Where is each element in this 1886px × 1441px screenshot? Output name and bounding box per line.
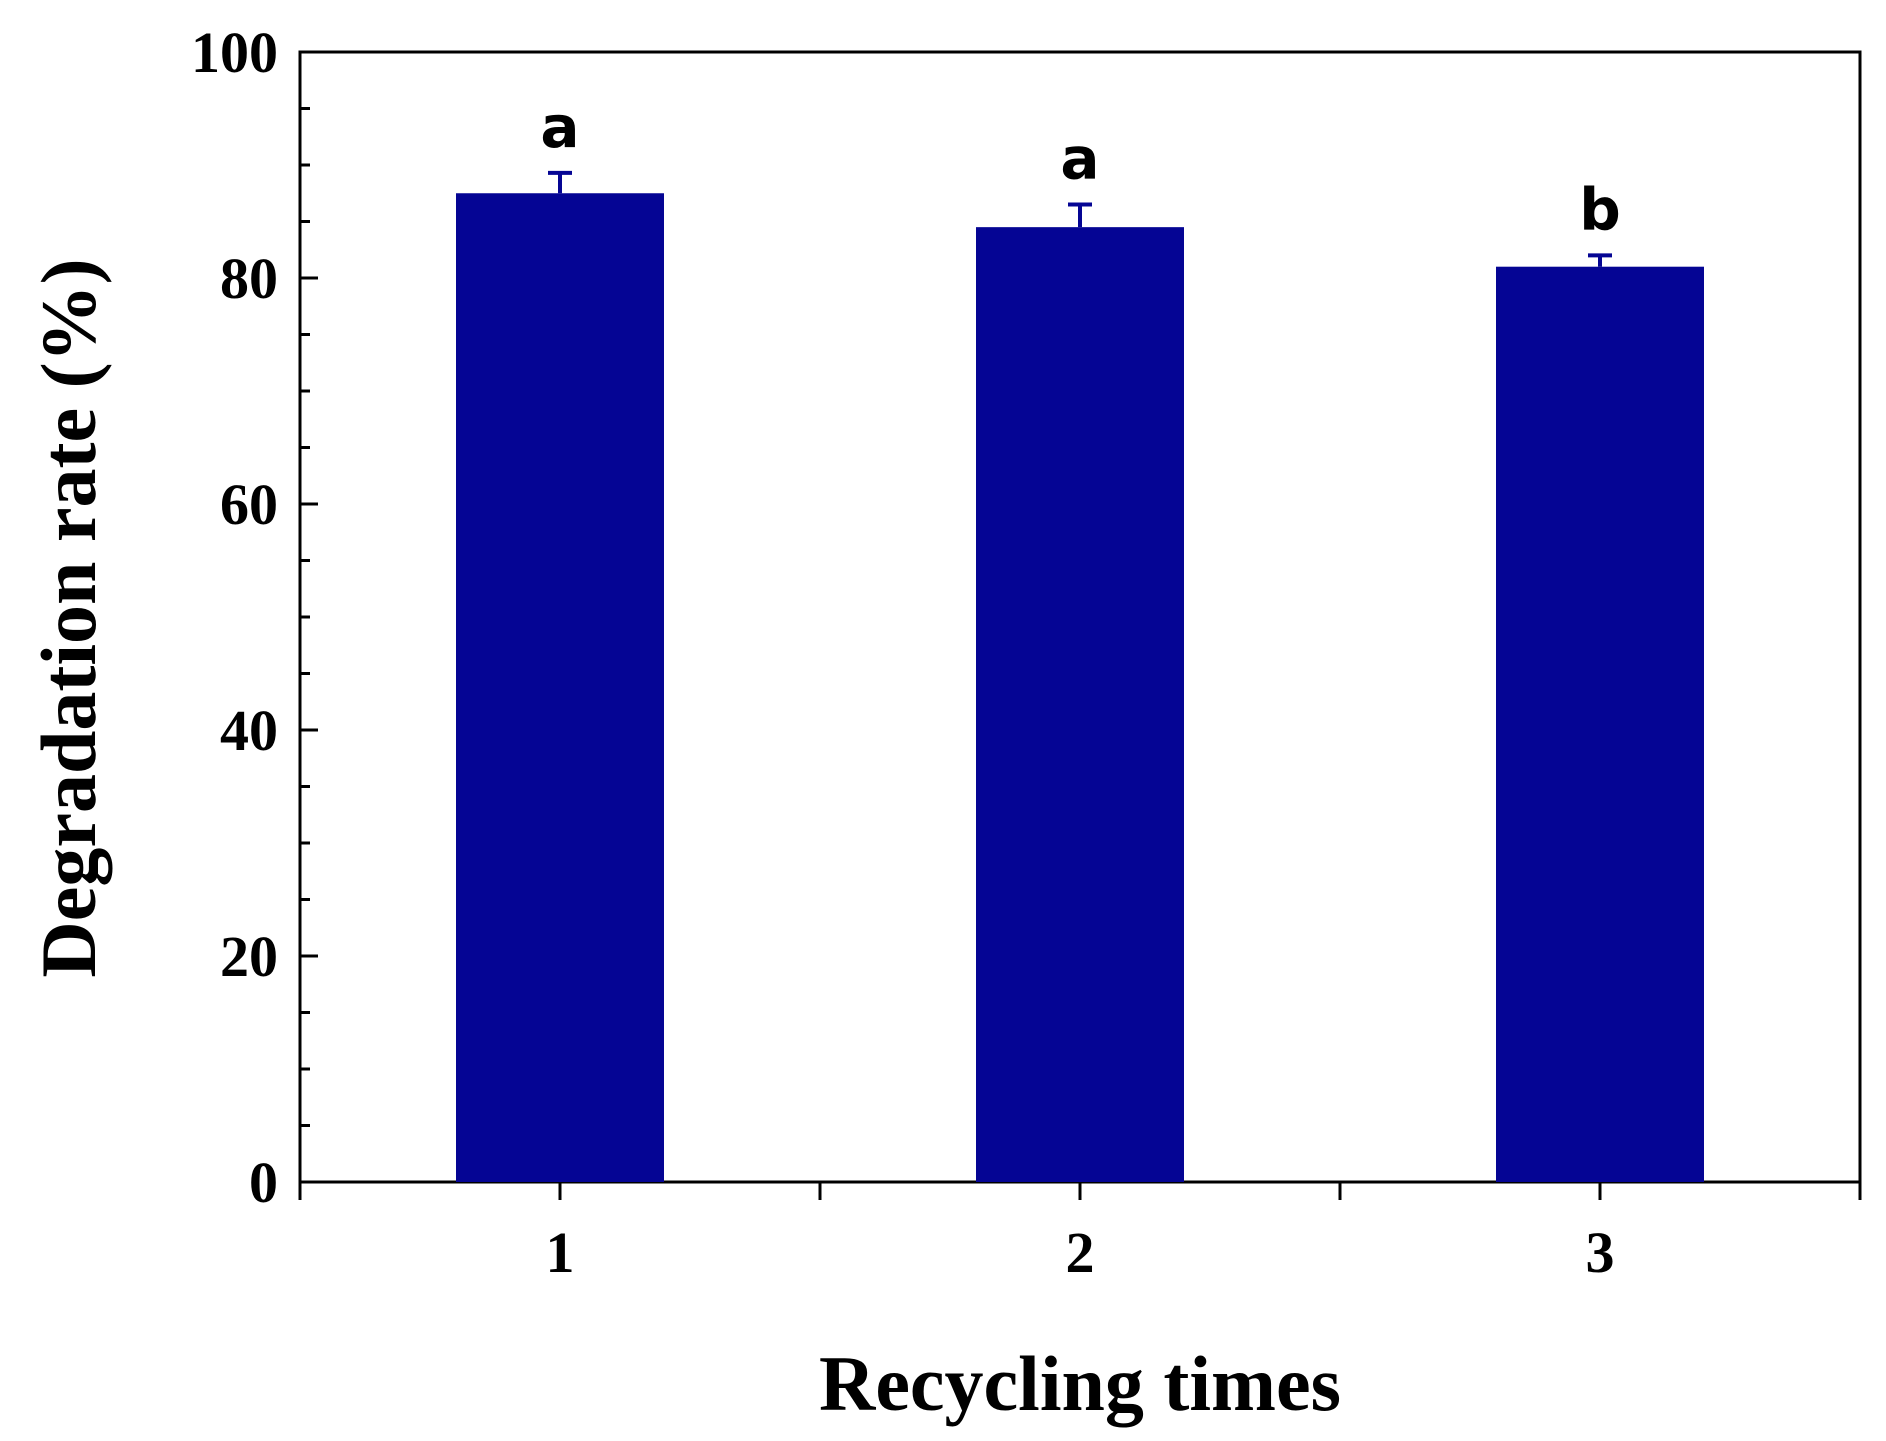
y-tick-label: 20 xyxy=(220,924,278,989)
y-tick-label: 100 xyxy=(191,20,278,85)
error-bars xyxy=(548,170,1612,267)
significance-label: a xyxy=(1060,125,1099,193)
bar xyxy=(1496,266,1704,1182)
bar xyxy=(456,193,664,1182)
x-axis: 1 2 3 xyxy=(298,1182,1862,1285)
y-tick-label: 0 xyxy=(249,1150,278,1215)
y-axis-title: Degradation rate (%) xyxy=(25,258,112,977)
significance-label: b xyxy=(1579,175,1621,243)
x-axis-title: Recycling times xyxy=(819,1340,1341,1427)
significance-labels: a a b xyxy=(540,93,1620,243)
significance-label: a xyxy=(540,93,579,161)
y-tick-label: 80 xyxy=(220,246,278,311)
y-axis: 0 20 40 60 80 100 xyxy=(191,20,318,1215)
x-tick-label: 3 xyxy=(1586,1220,1615,1285)
bar-series xyxy=(456,193,1704,1182)
y-tick-label: 60 xyxy=(220,472,278,537)
bar xyxy=(976,227,1184,1182)
x-tick-label: 2 xyxy=(1066,1220,1095,1285)
x-tick-label: 1 xyxy=(546,1220,575,1285)
y-tick-label: 40 xyxy=(220,698,278,763)
